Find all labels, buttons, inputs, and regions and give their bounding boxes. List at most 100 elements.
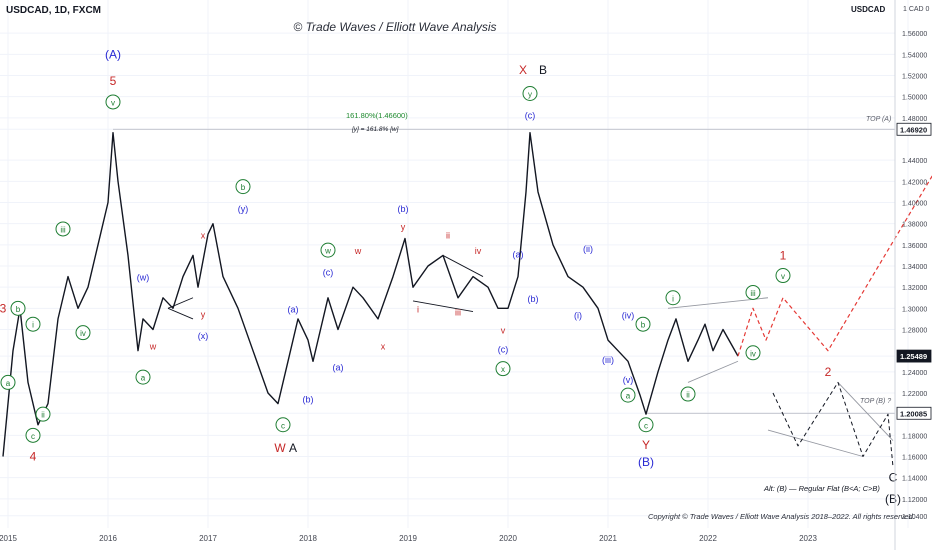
price-tick-label: 1.12000 bbox=[902, 497, 927, 504]
wave-label: b bbox=[635, 316, 651, 332]
wave-label-text: (c) bbox=[498, 345, 509, 355]
wave-label-text: (A) bbox=[105, 47, 121, 61]
price-badge bbox=[896, 122, 932, 136]
wave-label-text: i bbox=[417, 304, 419, 314]
wave-label: i bbox=[665, 290, 681, 306]
wave-label-text: y bbox=[201, 310, 206, 320]
symbol-tag: USDCAD bbox=[851, 5, 886, 14]
trend-lines bbox=[167, 255, 894, 457]
wave-label: v bbox=[105, 94, 121, 110]
price-axis[interactable]: 1.56000 1.54000 1.52000 1.50000 1.48000 1.469… bbox=[896, 31, 932, 521]
wave-label-text: c bbox=[281, 421, 285, 430]
price-badge bbox=[896, 349, 932, 363]
wave-label-text: a bbox=[6, 379, 11, 388]
wave-label-text: (b) bbox=[528, 294, 539, 304]
wave-label: iii bbox=[745, 284, 761, 300]
wave-label-circle bbox=[320, 242, 336, 258]
wave-label: a bbox=[135, 369, 151, 385]
wave-label: (x) bbox=[198, 331, 209, 341]
wave-label-text: a bbox=[626, 392, 631, 401]
series-price bbox=[2, 131, 739, 457]
wave-label-text: b bbox=[241, 183, 246, 192]
wave-label: A bbox=[289, 441, 297, 455]
symbol-title[interactable]: USDCAD, 1D, FXCM bbox=[6, 5, 102, 16]
price-tick-label: 1.46920 bbox=[900, 125, 927, 134]
wave-label-text: (a) bbox=[333, 363, 344, 373]
wave-label-text: v bbox=[781, 272, 785, 281]
series-group bbox=[2, 131, 932, 468]
wave-label: (a) bbox=[333, 363, 344, 373]
wave-label: iii bbox=[455, 308, 461, 318]
wave-label-text: y bbox=[528, 90, 532, 99]
wave-label-circle bbox=[55, 221, 71, 237]
time-axis[interactable]: 2015 2016 2017 2018 2019 2020 2021 2022 2023 bbox=[0, 534, 817, 543]
fib-ratio-label: [y] = 161.8% [w] bbox=[352, 126, 399, 133]
wave-label-text: x bbox=[201, 230, 206, 240]
wave-label: x bbox=[381, 341, 386, 351]
wave-label: (b) bbox=[398, 204, 409, 214]
wave-label-circle bbox=[775, 268, 791, 284]
wave-label-text: (ii) bbox=[583, 244, 593, 254]
wave-label-circle bbox=[235, 179, 251, 195]
price-tick-label: 1.22000 bbox=[902, 391, 927, 398]
wave-label-text: 3 bbox=[0, 301, 7, 315]
wave-label: 4 bbox=[30, 450, 37, 464]
time-tick-label: 2018 bbox=[299, 534, 317, 543]
wave-label: y bbox=[201, 310, 206, 320]
wave-label-text: c bbox=[31, 432, 35, 441]
alt-count-note: Alt: (B) — Regular Flat (B<A; C>B) bbox=[764, 484, 880, 493]
wave-label-circle bbox=[680, 386, 696, 402]
wave-label: 5 bbox=[110, 74, 117, 88]
wave-label: iv bbox=[475, 246, 482, 256]
wave-label: Y bbox=[642, 438, 650, 452]
price-tick-label: 1.42000 bbox=[902, 179, 927, 186]
wave-label-text: (B) bbox=[885, 492, 901, 506]
wave-label: y bbox=[522, 85, 538, 101]
wave-label-text: (a) bbox=[513, 249, 524, 259]
wave-label: (c) bbox=[525, 111, 536, 121]
wave-label: ii bbox=[35, 406, 51, 422]
price-tick-label: 1.34000 bbox=[902, 264, 927, 271]
wave-label-text: w bbox=[354, 246, 362, 256]
time-tick-label: 2015 bbox=[0, 534, 17, 543]
wave-label: w bbox=[320, 242, 336, 258]
wave-label-text: (c) bbox=[323, 267, 334, 277]
price-tick-label: 1.56000 bbox=[902, 31, 927, 38]
wave-label-text: iv bbox=[80, 329, 86, 338]
series-projection_main bbox=[737, 175, 932, 357]
wave-label-text: (a) bbox=[288, 304, 299, 314]
wave-label-text: iii bbox=[60, 225, 66, 234]
wave-label: w bbox=[149, 341, 157, 351]
wave-label: c bbox=[638, 417, 654, 433]
wave-label: B bbox=[539, 63, 547, 77]
wave-label-text: (b) bbox=[398, 204, 409, 214]
wave-label: w bbox=[354, 246, 362, 256]
trend-line bbox=[767, 429, 864, 457]
wave-label-circle bbox=[10, 300, 26, 316]
wave-label: iii bbox=[55, 221, 71, 237]
wave-label-text: y bbox=[401, 222, 406, 232]
price-tick-label: 1.16000 bbox=[902, 455, 927, 462]
copyright-text: Copyright © Trade Waves / Elliott Wave A… bbox=[648, 512, 915, 521]
wave-label-circle bbox=[745, 345, 761, 361]
wave-label: ii bbox=[680, 386, 696, 402]
wave-label-circle bbox=[745, 284, 761, 300]
wave-label: i bbox=[25, 316, 41, 332]
wave-label: ii bbox=[446, 230, 450, 240]
wave-label-text: A bbox=[289, 441, 297, 455]
wave-label: y bbox=[401, 222, 406, 232]
wave-label-circle bbox=[25, 427, 41, 443]
trend-line bbox=[687, 360, 739, 383]
wave-label-text: (iii) bbox=[602, 355, 614, 365]
price-tick-label: 1.14000 bbox=[902, 476, 927, 483]
wave-label-text: (x) bbox=[198, 331, 209, 341]
wave-label: c bbox=[275, 417, 291, 433]
wave-label: a bbox=[620, 387, 636, 403]
wave-label: b bbox=[235, 179, 251, 195]
price-tick-label: 1.48000 bbox=[902, 116, 927, 123]
wave-label: 2 bbox=[825, 365, 832, 379]
wave-label-circle bbox=[522, 85, 538, 101]
wave-label: (B) bbox=[638, 455, 654, 469]
